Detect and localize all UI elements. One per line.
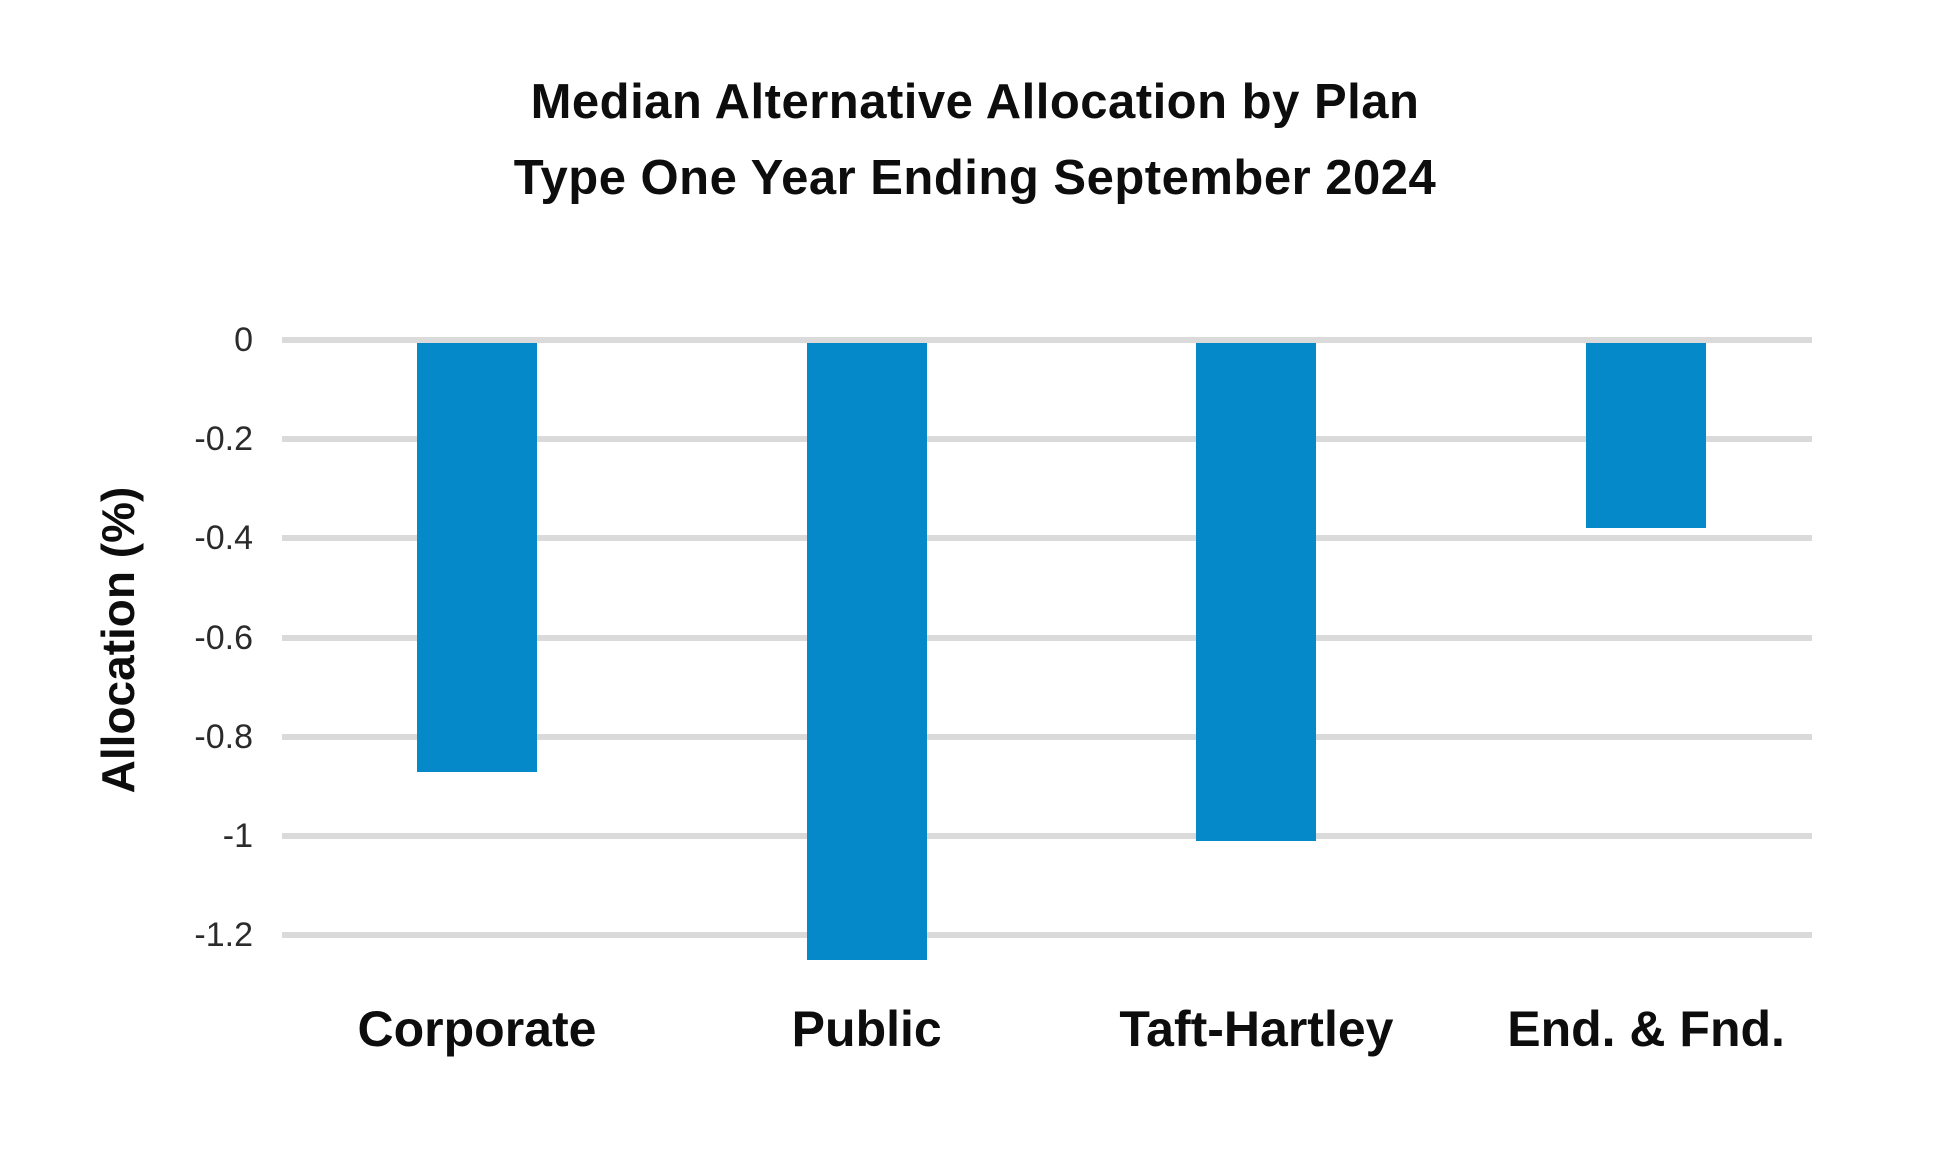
chart-title-line-1: Median Alternative Allocation by Plan — [530, 75, 1420, 129]
y-tick-label-0-4: -0.4 — [194, 519, 253, 558]
y-tick-label-0: 0 — [234, 321, 253, 359]
bar-end-fnd — [1586, 343, 1707, 529]
gridline — [282, 535, 1812, 542]
bar-corporate — [417, 343, 537, 772]
y-tick-label-1-2: -1.2 — [194, 916, 253, 955]
x-tick-label-corporate: Corporate — [357, 1001, 597, 1057]
y-tick-label-0-2: -0.2 — [194, 420, 253, 459]
bar-taft-hartley — [1196, 343, 1317, 841]
gridline — [282, 337, 1812, 343]
chart-title: Median Alternative Allocation by Plan Ty… — [0, 64, 1950, 216]
bar-public — [806, 343, 927, 960]
gridline — [282, 634, 1812, 641]
gridline — [282, 932, 1812, 939]
gridline — [282, 833, 1812, 839]
y-tick-label-1: -1 — [222, 817, 253, 855]
gridline — [282, 436, 1812, 443]
x-tick-label-public: Public — [791, 1001, 942, 1057]
y-tick-label-0-6: -0.6 — [194, 618, 253, 657]
chart-title-line-2: Type One Year Ending September 2024 — [513, 151, 1437, 205]
gridline — [282, 733, 1812, 740]
y-tick-label-0-8: -0.8 — [194, 717, 253, 756]
x-tick-label-end-fnd: End. & Fnd. — [1507, 1001, 1785, 1057]
x-tick-label-taft-hartley: Taft-Hartley — [1119, 1001, 1394, 1057]
